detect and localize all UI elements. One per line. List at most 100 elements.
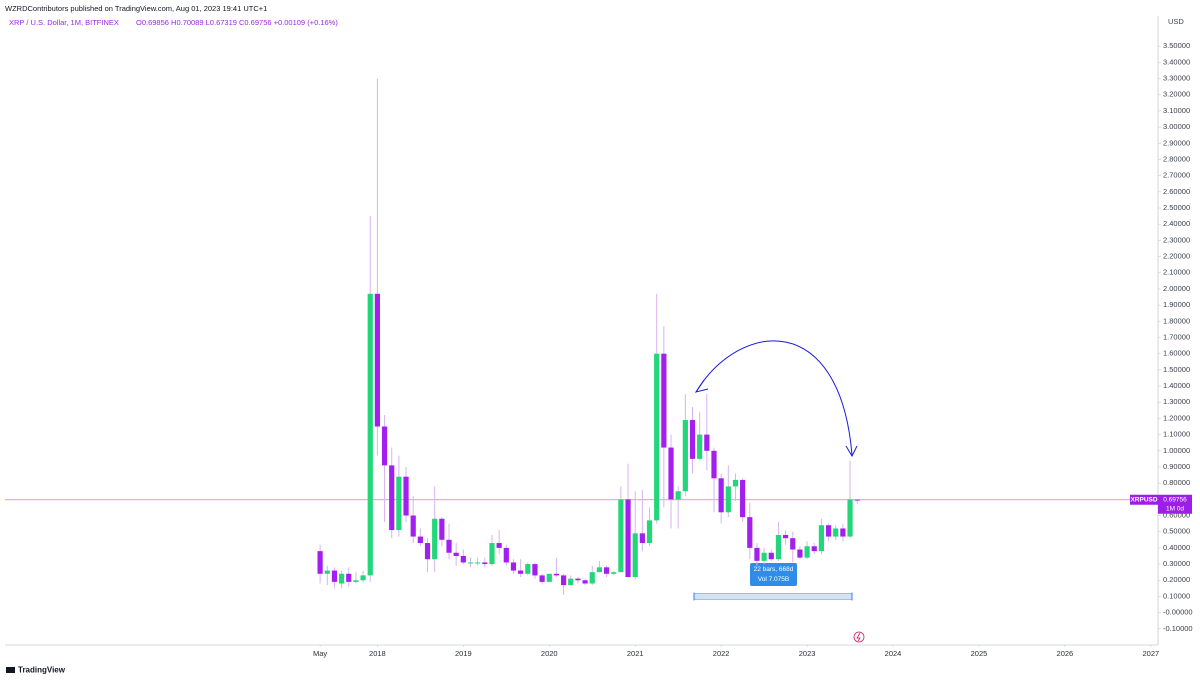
event-bolt [856, 632, 861, 642]
y-tick-label: -0.10000 [1163, 624, 1193, 633]
candle-body [797, 549, 803, 558]
candle-body [725, 486, 731, 513]
y-tick-label: 2.40000 [1163, 219, 1190, 228]
ohlc: O0.69856 H0.70089 L0.67319 C0.69756 +0.0… [136, 18, 338, 27]
logo-icon [6, 667, 15, 673]
candle-body [546, 573, 552, 582]
candle-body [439, 518, 445, 540]
candle-body [825, 525, 832, 537]
candle-body [754, 547, 760, 561]
measure-bars: 22 bars, 668d [754, 566, 794, 573]
y-tick-label: 3.30000 [1163, 74, 1190, 83]
candle-body [417, 536, 423, 544]
countdown: 1M 0d [1166, 505, 1184, 512]
candle-body [467, 562, 474, 564]
candle-body [518, 570, 524, 574]
candle-body [374, 293, 380, 427]
candle-body [503, 547, 509, 563]
candle-body [389, 465, 395, 531]
candle-body [589, 572, 595, 584]
candle-body [668, 447, 674, 500]
y-tick-label: 1.40000 [1163, 381, 1190, 390]
candle-body [732, 479, 739, 487]
symbol-label: XRPUSD [1130, 496, 1157, 503]
x-tick-label: 2022 [713, 649, 730, 658]
y-tick-label: 0.20000 [1163, 575, 1190, 584]
candle-body [697, 434, 703, 459]
candle-body [560, 575, 567, 586]
candle-body [804, 546, 810, 558]
currency: USD [1168, 17, 1184, 26]
candle-body [689, 420, 696, 459]
candle-body [625, 499, 631, 578]
y-tick-label: 3.20000 [1163, 90, 1190, 99]
candle-body [675, 491, 681, 500]
candle-body [381, 426, 388, 466]
candle-body [747, 517, 753, 548]
x-tick-label: 2019 [455, 649, 472, 658]
candle-body [539, 575, 545, 582]
event-icon [853, 631, 865, 643]
x-tick-label: 2026 [1057, 649, 1074, 658]
candle-body [833, 528, 839, 537]
arrow-curve [695, 340, 853, 456]
y-tick-label: 1.10000 [1163, 430, 1190, 439]
y-tick-label: 1.20000 [1163, 413, 1190, 422]
candle-body [768, 552, 774, 560]
x-tick-label: May [313, 649, 327, 658]
x-tick-label: 2024 [885, 649, 902, 658]
candle-body [510, 562, 517, 571]
candle-body [711, 450, 717, 479]
y-tick-label: 1.80000 [1163, 316, 1190, 325]
logo-text: TradingView [18, 666, 66, 675]
arrow-head-right [845, 445, 858, 458]
y-tick-label: 2.80000 [1163, 154, 1190, 163]
candle-body [632, 533, 638, 578]
candle-body [403, 476, 409, 516]
y-tick-label: 3.50000 [1163, 41, 1190, 50]
x-tick-label: 2020 [541, 649, 558, 658]
candle-body [582, 580, 588, 584]
candle-body [611, 572, 617, 574]
candle-body [682, 420, 688, 492]
candle-body [532, 564, 538, 576]
y-tick-label: 1.00000 [1163, 446, 1190, 455]
candle-body [346, 573, 352, 582]
candle-body [854, 499, 860, 501]
candle-body [639, 533, 645, 544]
candle-body [482, 562, 488, 565]
y-tick-label: 2.50000 [1163, 203, 1190, 212]
candle-body [324, 570, 330, 574]
candle-body [740, 479, 746, 518]
symbol-label-box [1130, 494, 1158, 505]
candle-body [410, 515, 416, 537]
x-tick-label: 2021 [627, 649, 644, 658]
y-tick-label: 2.60000 [1163, 187, 1190, 196]
candle-body [840, 528, 846, 537]
candle-body [654, 353, 660, 521]
candle-body [603, 567, 610, 574]
y-tick-label: 1.70000 [1163, 332, 1190, 341]
price-label-box [1158, 494, 1192, 514]
y-tick-label: 2.00000 [1163, 284, 1190, 293]
candle-body [575, 578, 581, 581]
arrow-head-left [694, 379, 709, 393]
y-tick-label: 1.30000 [1163, 397, 1190, 406]
candle-body [338, 573, 345, 584]
symbol: XRP / U.S. Dollar, 1M, BITFINEX [9, 18, 119, 27]
y-tick-label: 3.00000 [1163, 122, 1190, 131]
y-tick-label: 0.30000 [1163, 559, 1190, 568]
candle-body [496, 543, 502, 548]
x-tick-label: 2025 [971, 649, 988, 658]
y-tick-label: 0.10000 [1163, 591, 1190, 600]
y-tick-label: 1.60000 [1163, 349, 1190, 358]
candle-body [646, 520, 653, 544]
y-tick-label: 0.90000 [1163, 462, 1190, 471]
y-tick-label: 3.10000 [1163, 106, 1190, 115]
y-tick-label: 2.10000 [1163, 268, 1190, 277]
candle-body [811, 546, 817, 552]
price-label: 0.69756 [1163, 496, 1187, 503]
